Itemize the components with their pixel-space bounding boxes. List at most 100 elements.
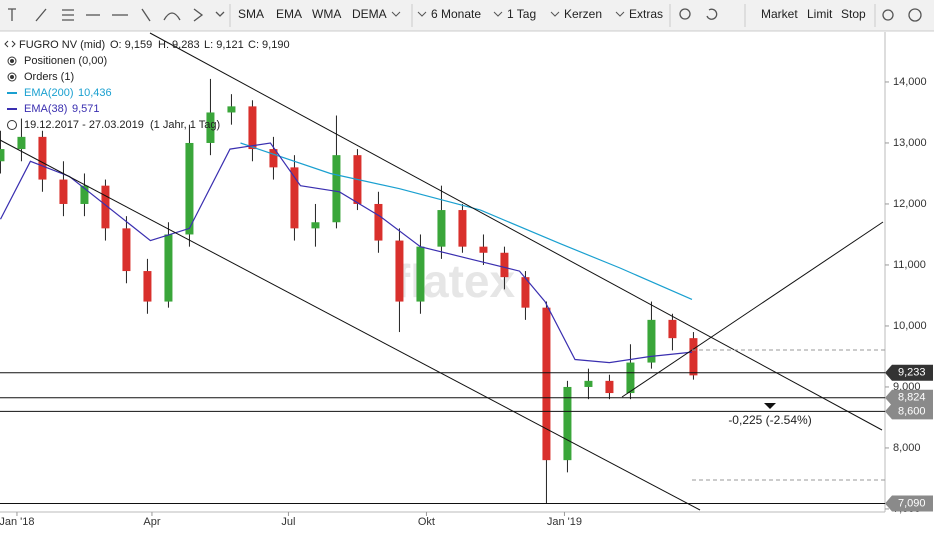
candle-body [542,307,551,461]
candle-body [143,271,152,302]
fib-tool[interactable] [62,9,74,21]
price-tag [885,389,933,406]
candle-body [332,155,341,223]
instrument: FUGRO NV (mid) [19,39,105,51]
period-select[interactable]: 6 Monate [431,7,481,21]
y-tick-label: 10,000 [893,320,927,332]
date-range: 19.12.2017 - 27.03.2019 [24,119,144,131]
indicator-button[interactable]: EMA [276,7,302,21]
x-tick-label: Jan '19 [547,516,582,528]
candle-body [563,386,572,461]
x-tick-label: Apr [143,516,160,528]
toolbar [0,0,934,31]
more-tools[interactable] [215,11,225,17]
watermark: flatex [395,255,516,307]
legend-ema38: EMA(38) [24,103,67,115]
dropdown-icon[interactable] [391,11,401,17]
candle-body [269,149,278,168]
legend-ema38-value: 9,571 [72,103,100,115]
legend-ema200: EMA(200) [24,87,74,99]
toolbar-separators [229,4,876,27]
order-button[interactable]: Market [761,7,798,21]
candle-body [122,228,131,272]
candle-body [248,106,257,150]
radio-dot [10,59,14,63]
candle-body [311,222,320,229]
price-tag-label: 7,090 [898,497,926,509]
candle-body [80,185,89,204]
indicator-button[interactable]: SMA [238,7,264,21]
arc-tool[interactable] [163,12,181,21]
candle-body [521,277,530,308]
annotation-arrow [764,403,776,409]
candle-body [17,136,26,150]
zoom-icon[interactable] [679,8,691,20]
y-tick-label: 12,000 [893,198,927,210]
price-tag [885,495,933,512]
trend-lines [0,32,884,511]
price-tag-label: 8,824 [898,392,926,404]
candle-body [0,149,5,162]
dropdown-icon[interactable] [493,11,503,17]
settings-icon[interactable] [882,9,894,21]
radio-icon[interactable] [7,56,17,66]
candle-body [479,246,488,253]
text-tool[interactable] [8,8,16,21]
dropdown-icon[interactable] [550,11,560,17]
interval-select[interactable]: 1 Tag [507,7,536,21]
candle-body [374,203,383,241]
price-tag [885,364,933,381]
orders: Orders (1) [24,71,74,83]
plot: flatex7,0008,0009,00010,00011,00012,0001… [0,76,933,528]
candle-body [584,380,593,387]
candle-body [227,106,236,113]
style-select[interactable]: Kerzen [564,7,602,21]
y-tick-label: 14,000 [893,76,927,88]
legend-ema200-value: 10,436 [78,87,112,99]
order-button[interactable]: Limit [807,7,833,21]
ema-line [240,142,693,300]
candle-body [626,362,635,394]
candle-body [689,338,698,376]
order-button[interactable]: Stop [841,7,866,21]
collapse-icon[interactable] [4,40,16,48]
ema-line [0,142,693,364]
candle-body [437,210,446,247]
y-tick-label: 13,000 [893,137,927,149]
candle-body [500,252,509,278]
indicator-button[interactable]: WMA [312,7,341,21]
candle-body [206,112,215,143]
ohlc-close: C: 9,190 [248,39,290,51]
theme-icon[interactable] [908,8,922,22]
candle-body [101,185,110,229]
dropdown-icon[interactable] [615,11,625,17]
indicator-button[interactable]: DEMA [352,7,387,21]
ohlc-low: L: 9,121 [204,39,244,51]
candle-body [668,319,677,339]
drawing-tools[interactable] [8,8,922,22]
candle-body [416,246,425,302]
undo-icon[interactable] [706,8,718,20]
radio-icon[interactable] [7,72,17,82]
arrow-tool[interactable] [193,8,204,22]
candle-body [290,167,299,229]
dropdown-icon[interactable] [417,11,427,17]
line-tool[interactable] [35,8,47,22]
clock-icon [7,120,17,130]
radio-dot [10,75,14,79]
candle-body [458,210,467,247]
candle-body [605,380,614,394]
x-tick-label: Okt [418,516,435,528]
candle-body [164,234,173,302]
pencil-tool[interactable] [141,8,151,22]
price-tag-label: 8,600 [898,405,926,417]
y-tick-label: 11,000 [893,259,926,271]
ohlc-high: H: 9,283 [158,39,200,51]
trend-line [0,139,701,511]
annotation: -0,225 (-2.54%) [728,413,811,427]
ohlc-open: O: 9,159 [110,39,152,51]
candle-body [185,142,194,235]
extras-menu[interactable]: Extras [629,7,663,21]
